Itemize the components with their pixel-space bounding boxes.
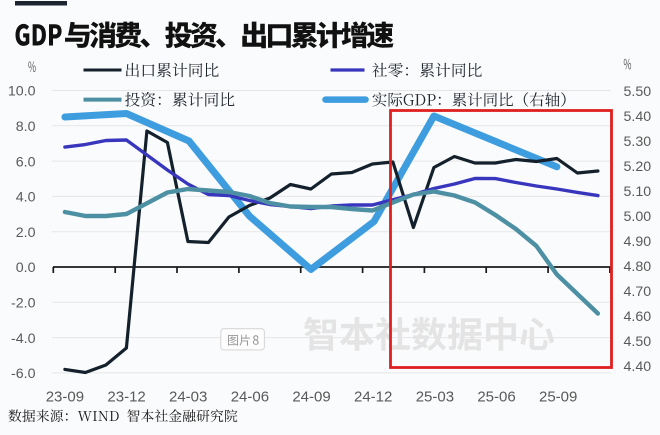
svg-text:4.50: 4.50	[624, 334, 652, 350]
svg-text:10.0: 10.0	[8, 84, 36, 100]
svg-text:24-12: 24-12	[354, 388, 392, 405]
svg-text:23-12: 23-12	[107, 388, 145, 405]
svg-text:6.0: 6.0	[16, 154, 36, 170]
svg-text:2.0: 2.0	[16, 225, 36, 241]
svg-text:4.0: 4.0	[16, 190, 36, 206]
svg-text:5.10: 5.10	[624, 184, 652, 200]
svg-text:8.0: 8.0	[16, 119, 36, 135]
svg-text:0.0: 0.0	[16, 260, 36, 276]
svg-text:5.50: 5.50	[624, 84, 652, 100]
svg-text:25-06: 25-06	[477, 388, 515, 405]
svg-text:5.30: 5.30	[624, 134, 652, 150]
svg-text:4.40: 4.40	[624, 359, 652, 375]
svg-text:25-03: 25-03	[416, 388, 454, 405]
svg-text:-4.0: -4.0	[11, 331, 36, 347]
svg-text:4.80: 4.80	[624, 259, 652, 275]
svg-text:5.20: 5.20	[624, 159, 652, 175]
svg-text:5.40: 5.40	[624, 109, 652, 125]
svg-text:-2.0: -2.0	[11, 296, 36, 312]
svg-text:24-09: 24-09	[292, 388, 330, 405]
svg-text:4.70: 4.70	[624, 284, 652, 300]
svg-text:-6.0: -6.0	[11, 366, 36, 382]
svg-text:5.00: 5.00	[624, 209, 652, 225]
svg-text:4.90: 4.90	[624, 234, 652, 250]
svg-text:23-09: 23-09	[46, 388, 84, 405]
svg-text:24-03: 24-03	[169, 388, 207, 405]
svg-text:25-09: 25-09	[539, 388, 577, 405]
svg-text:4.60: 4.60	[624, 309, 652, 325]
svg-text:24-06: 24-06	[231, 388, 269, 405]
